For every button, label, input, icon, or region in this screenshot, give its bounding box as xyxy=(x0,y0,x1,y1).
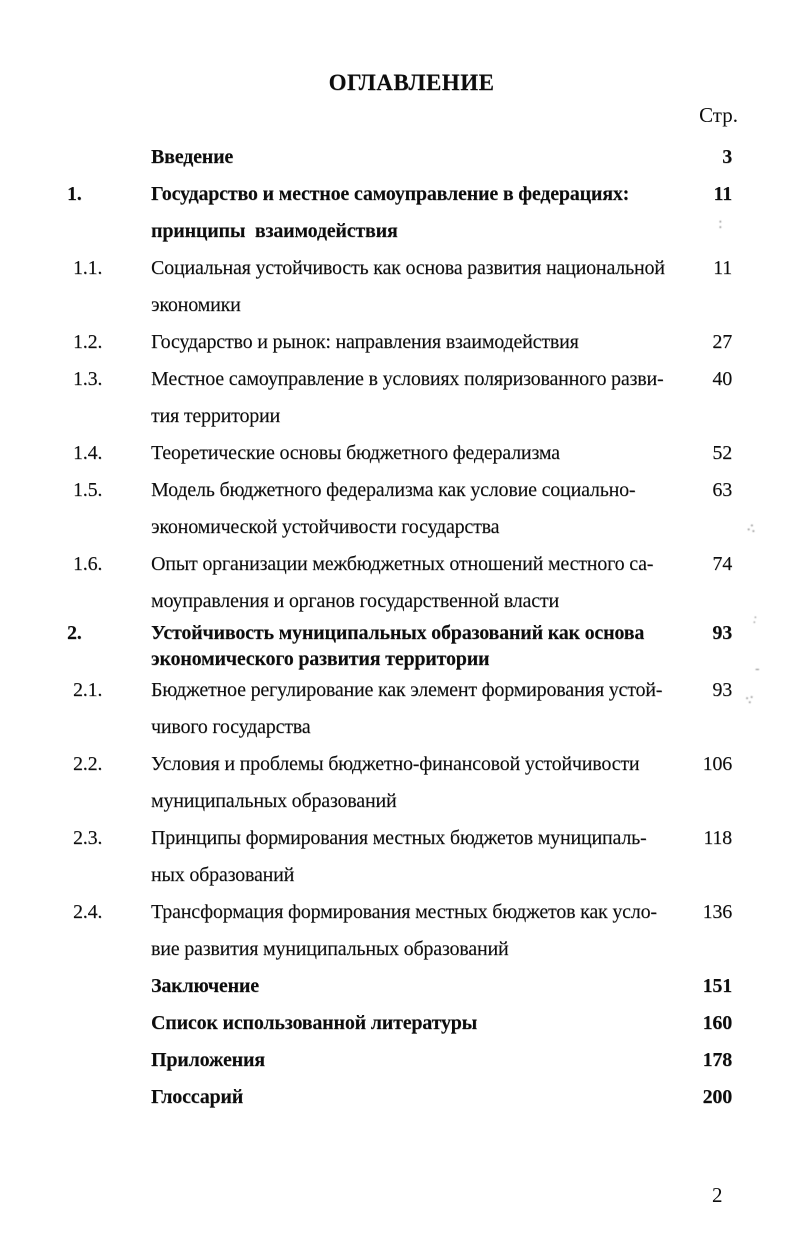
scan-artifact: - xyxy=(755,662,760,677)
page-column-header: Стр. xyxy=(699,103,738,127)
toc-line: вие развития муниципальных образований xyxy=(151,938,509,960)
toc-entry: Список использованной литературы 160 xyxy=(67,1005,732,1042)
toc-entry: 1.5. Модель бюджетного федерализма как у… xyxy=(67,472,732,546)
toc-line: Условия и проблемы бюджетно-финансовой у… xyxy=(151,753,640,775)
toc-entry-page: 3 xyxy=(722,146,732,168)
toc-entry-page: 52 xyxy=(712,442,732,464)
toc-line: экономической устойчивости государства xyxy=(151,516,500,538)
toc-line: принципы взаимодействия xyxy=(151,220,398,242)
toc-entry: 2. Устойчивость муниципальных образовани… xyxy=(67,620,732,672)
toc-entry-page: 40 xyxy=(712,368,732,390)
toc-entry: 1.6. Опыт организации межбюджетных отнош… xyxy=(67,546,732,620)
toc-line: Модель бюджетного федерализма как услови… xyxy=(151,479,636,501)
toc-entry-title: Модель бюджетного федерализма как услови… xyxy=(151,472,682,546)
toc-line: Заключение xyxy=(151,975,259,997)
toc-entry-number: 2. xyxy=(67,622,82,644)
toc-line: экономики xyxy=(151,294,241,316)
toc-entry-page: 151 xyxy=(702,975,733,997)
toc-line: Государство и местное самоуправление в ф… xyxy=(151,183,630,205)
toc-entry: Введение 3 xyxy=(67,139,732,176)
toc-line: Местное самоуправление в условиях поляри… xyxy=(151,368,664,390)
toc-entry-page: 93 xyxy=(712,679,732,701)
toc-entry: 1. Государство и местное самоуправление … xyxy=(67,176,732,250)
toc-line: Глоссарий xyxy=(151,1086,244,1108)
toc-entry-title: Условия и проблемы бюджетно-финансовой у… xyxy=(151,746,682,820)
toc-line: Принципы формирования местных бюджетов м… xyxy=(151,827,647,849)
toc-entry-number: 1.6. xyxy=(73,553,103,575)
toc-line: Бюджетное регулирование как элемент форм… xyxy=(151,679,663,701)
toc-entry-number: 1.1. xyxy=(73,257,103,279)
toc-entry-title: Приложения xyxy=(151,1042,682,1079)
table-of-contents: Введение 3 1. Государство и местное само… xyxy=(67,139,732,1116)
toc-line: Список использованной литературы xyxy=(151,1012,478,1034)
toc-entry-number: 2.2. xyxy=(73,753,103,775)
toc-entry-page: 11 xyxy=(713,183,733,205)
toc-line: Теоретические основы бюджетного федерали… xyxy=(151,442,560,464)
toc-line: ных образований xyxy=(151,864,295,886)
toc-entry-page: 106 xyxy=(702,753,733,775)
toc-entry: Приложения 178 xyxy=(67,1042,732,1079)
page-title: ОГЛАВЛЕНИЕ xyxy=(328,70,495,95)
toc-entry-title: Социальная устойчивость как основа разви… xyxy=(151,250,682,324)
scan-artifact: : xyxy=(751,611,759,627)
toc-entry-title: Принципы формирования местных бюджетов м… xyxy=(151,820,682,894)
toc-line: Приложения xyxy=(151,1049,265,1071)
toc-entry-number: 1.4. xyxy=(73,442,103,464)
toc-entry-title: Опыт организации межбюджетных отношений … xyxy=(151,546,682,620)
toc-entry-page: 93 xyxy=(712,622,732,644)
toc-entry: 2.4. Трансформация формирования местных … xyxy=(67,894,732,968)
toc-entry-title: Трансформация формирования местных бюдже… xyxy=(151,894,682,968)
toc-entry-title: Государство и рынок: направления взаимод… xyxy=(151,324,682,361)
toc-entry-title: Устойчивость муниципальных образований к… xyxy=(151,620,682,672)
toc-line: экономического развития территории xyxy=(151,648,490,670)
toc-entry-title: Государство и местное самоуправление в ф… xyxy=(151,176,682,250)
toc-entry: 2.1. Бюджетное регулирование как элемент… xyxy=(67,672,732,746)
toc-entry: 2.3. Принципы формирования местных бюдже… xyxy=(67,820,732,894)
toc-line: чивого государства xyxy=(151,716,311,738)
toc-entry-title: Глоссарий xyxy=(151,1079,682,1116)
toc-entry-page: 160 xyxy=(702,1012,733,1034)
toc-entry-page: 27 xyxy=(712,331,732,353)
toc-entry-title: Заключение xyxy=(151,968,682,1005)
toc-entry: 2.2. Условия и проблемы бюджетно-финансо… xyxy=(67,746,732,820)
toc-line: Введение xyxy=(151,146,234,168)
toc-line: тия территории xyxy=(151,405,281,427)
toc-entry-title: Введение xyxy=(151,139,682,176)
toc-line: муниципальных образований xyxy=(151,790,397,812)
toc-entry-title: Местное самоуправление в условиях поляри… xyxy=(151,361,682,435)
toc-entry: 1.1. Социальная устойчивость как основа … xyxy=(67,250,732,324)
toc-entry-title: Список использованной литературы xyxy=(151,1005,682,1042)
toc-entry-number: 2.3. xyxy=(73,827,103,849)
toc-entry-title: Теоретические основы бюджетного федерали… xyxy=(151,435,682,472)
toc-entry: 1.3. Местное самоуправление в условиях п… xyxy=(67,361,732,435)
toc-entry: Заключение 151 xyxy=(67,968,732,1005)
toc-entry: Глоссарий 200 xyxy=(67,1079,732,1116)
toc-entry-page: 136 xyxy=(702,901,733,923)
toc-entry-page: 74 xyxy=(712,553,732,575)
toc-entry-title: Бюджетное регулирование как элемент форм… xyxy=(151,672,682,746)
toc-entry-page: 11 xyxy=(713,257,732,279)
scan-artifact: ⁖ xyxy=(741,688,757,711)
toc-line: Трансформация формирования местных бюдже… xyxy=(151,901,657,923)
toc-entry-number: 1.2. xyxy=(73,331,103,353)
toc-entry-number: 1.3. xyxy=(73,368,103,390)
toc-entry-page: 63 xyxy=(712,479,732,501)
toc-line: моуправления и органов государственной в… xyxy=(151,590,559,612)
toc-entry-page: 200 xyxy=(702,1086,733,1108)
toc-entry-number: 1. xyxy=(67,183,82,205)
toc-entry-number: 2.4. xyxy=(73,901,103,923)
toc-line: Устойчивость муниципальных образований к… xyxy=(151,622,645,644)
toc-entry-page: 118 xyxy=(703,827,732,849)
toc-entry-number: 1.5. xyxy=(73,479,103,501)
toc-entry: 1.4. Теоретические основы бюджетного фед… xyxy=(67,435,732,472)
toc-entry-number: 2.1. xyxy=(73,679,103,701)
scan-artifact: ⁖ xyxy=(743,519,759,541)
toc-line: Социальная устойчивость как основа разви… xyxy=(151,257,665,279)
toc-line: Государство и рынок: направления взаимод… xyxy=(151,331,579,353)
toc-entry-page: 178 xyxy=(702,1049,733,1071)
toc-entry: 1.2. Государство и рынок: направления вз… xyxy=(67,324,732,361)
toc-line: Опыт организации межбюджетных отношений … xyxy=(151,553,654,575)
footer-page-number: 2 xyxy=(712,1183,723,1207)
